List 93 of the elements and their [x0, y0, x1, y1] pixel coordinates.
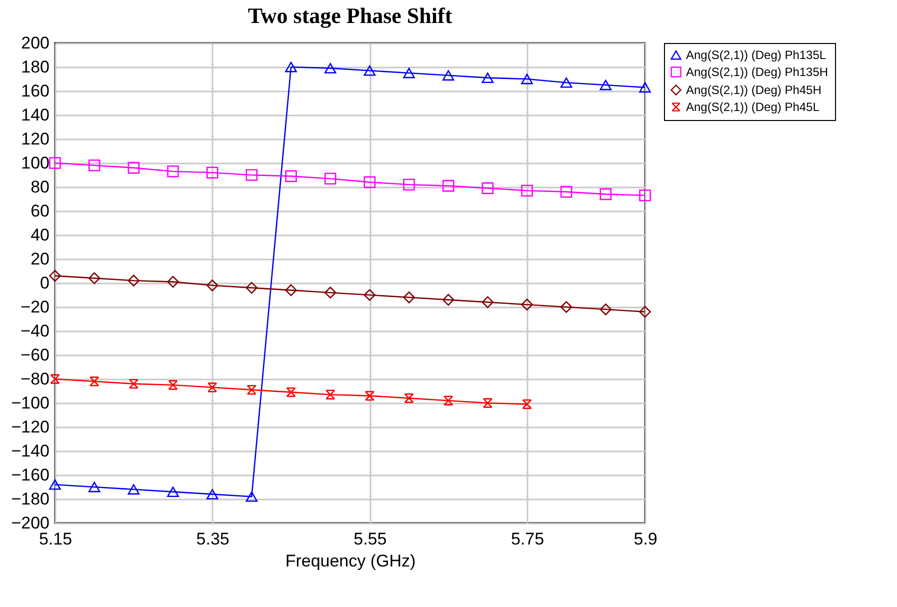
point: [167, 486, 179, 497]
point: [521, 184, 533, 196]
point: [442, 180, 454, 192]
point: [403, 178, 415, 190]
point: [639, 190, 651, 202]
point: [403, 292, 415, 304]
point: [128, 484, 140, 495]
point: [324, 63, 336, 74]
y-tick-label: −180: [11, 490, 50, 508]
point: [246, 491, 258, 502]
point: [206, 280, 218, 292]
point: [324, 172, 336, 184]
point: [560, 186, 572, 198]
point: [206, 489, 218, 500]
point: [364, 176, 376, 188]
point: [560, 301, 572, 313]
x-tick-label: 5.15: [38, 530, 72, 548]
y-tick-label: 200: [21, 34, 50, 52]
point: [443, 396, 454, 406]
y-tick-label: 0: [40, 274, 50, 292]
point: [600, 80, 612, 90]
y-tick-label: 40: [30, 226, 50, 244]
point: [364, 390, 375, 401]
point: [442, 70, 454, 81]
legend-label: Ang(S(2,1)) (Deg) Ph45L: [686, 100, 820, 114]
chart-title: Two stage Phase Shift: [248, 3, 453, 28]
point: [521, 298, 533, 310]
point: [168, 380, 178, 390]
y-tick-label: 100: [21, 154, 50, 172]
x-axis-title: Frequency (GHz): [285, 552, 416, 570]
y-tick-label: −40: [20, 322, 50, 340]
y-tick-label: −20: [20, 298, 50, 316]
point: [49, 270, 61, 282]
y-tick-label: −160: [11, 466, 50, 484]
point: [50, 374, 60, 384]
y-tick-label: 60: [30, 202, 50, 220]
y-tick-label: −80: [20, 370, 50, 388]
point: [403, 68, 415, 78]
point: [246, 169, 258, 181]
point: [49, 157, 61, 169]
y-tick-label: 20: [30, 250, 50, 268]
point: [49, 479, 61, 490]
point: [482, 296, 494, 308]
point: [639, 82, 651, 93]
point: [246, 282, 258, 294]
x-tick-label: 5.75: [510, 530, 544, 548]
y-tick-label: 180: [21, 58, 50, 76]
legend-label: Ang(S(2,1)) (Deg) Ph135H: [686, 65, 828, 79]
point: [128, 162, 140, 174]
y-tick-label: −60: [20, 346, 50, 364]
point: [286, 387, 296, 398]
point: [89, 376, 100, 386]
x-tick-label: 5.55: [354, 530, 387, 548]
point: [207, 382, 218, 392]
point: [442, 294, 454, 306]
point: [482, 182, 494, 194]
point: [364, 65, 376, 76]
point: [600, 304, 612, 316]
x-tick-label: 5.35: [196, 530, 230, 548]
point: [482, 398, 493, 408]
y-tick-label: 120: [21, 130, 50, 148]
y-tick-label: −120: [11, 418, 50, 436]
point: [167, 166, 179, 178]
point: [364, 289, 376, 301]
y-tick-label: −100: [11, 394, 50, 412]
point: [404, 393, 414, 404]
y-tick-label: 140: [21, 106, 50, 124]
y-tick-label: −140: [11, 442, 50, 460]
legend-label: Ang(S(2,1)) (Deg) Ph135L: [686, 48, 826, 62]
point: [600, 188, 612, 200]
point: [128, 378, 139, 389]
point: [88, 272, 100, 284]
y-tick-label: 80: [30, 178, 50, 196]
point: [285, 170, 297, 182]
point: [128, 274, 140, 286]
point: [639, 306, 651, 318]
point: [285, 284, 297, 296]
point: [522, 399, 532, 410]
point: [560, 77, 572, 88]
point: [482, 72, 494, 83]
point: [88, 482, 100, 492]
legend-label: Ang(S(2,1)) (Deg) Ph45H: [686, 83, 822, 97]
point: [206, 166, 218, 178]
y-tick-label: −200: [11, 514, 50, 532]
point: [285, 62, 297, 72]
point: [521, 74, 533, 84]
point: [324, 286, 336, 298]
point: [246, 384, 257, 395]
point: [325, 390, 336, 400]
point: [167, 276, 179, 288]
point: [88, 160, 100, 172]
y-tick-label: 160: [21, 82, 50, 100]
x-tick-label: 5.9: [634, 530, 658, 548]
